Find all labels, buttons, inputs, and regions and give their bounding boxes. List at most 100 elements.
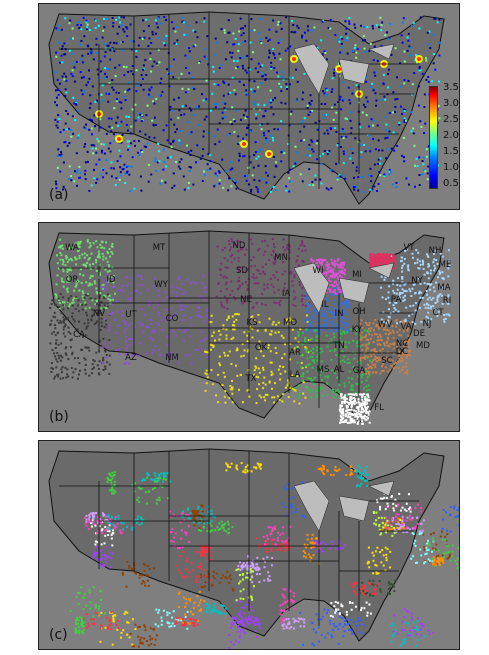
community-dot-florida — [350, 401, 353, 404]
cluster-dot — [171, 527, 174, 530]
community-dot-south_central — [270, 370, 273, 373]
community-dot-south_central — [270, 330, 273, 333]
community-dot-northwest — [95, 291, 98, 294]
cluster-dot — [167, 497, 170, 500]
density-dot — [260, 75, 263, 78]
community-dot-southwest — [203, 320, 206, 323]
community-dot-carolinas — [387, 333, 390, 336]
cluster-dot — [317, 618, 320, 621]
community-dot-michigan — [339, 290, 342, 293]
density-dot — [363, 143, 366, 146]
community-dot-northwest — [100, 307, 103, 310]
density-dot — [336, 178, 339, 181]
density-dot — [173, 98, 176, 101]
colorbar-tick: 2.0 — [443, 130, 459, 141]
density-dot — [244, 40, 247, 43]
density-dot — [141, 150, 144, 153]
cluster-dot — [99, 627, 102, 630]
community-dot-florida — [364, 399, 367, 402]
density-dot — [367, 125, 370, 128]
density-dot — [115, 99, 118, 102]
density-dot — [147, 163, 150, 166]
density-dot — [380, 45, 383, 48]
community-dot-california_nevada — [90, 372, 93, 375]
state-label: OR — [65, 275, 79, 285]
community-dot-california_nevada — [96, 320, 99, 323]
density-dot — [59, 170, 62, 173]
community-dot-california_nevada — [95, 351, 98, 354]
community-dot-southeast — [334, 389, 337, 392]
density-dot — [176, 128, 179, 131]
community-dot-northeast — [382, 311, 385, 314]
community-dot-southwest — [176, 286, 179, 289]
community-dot-florida — [345, 398, 348, 401]
cluster-dot — [166, 611, 169, 614]
density-dot — [396, 144, 399, 147]
community-dot-southwest — [152, 349, 155, 352]
density-dot — [93, 144, 96, 147]
community-dot-plains — [236, 287, 239, 290]
community-dot-plains — [301, 287, 304, 290]
density-dot — [418, 183, 421, 186]
community-dot-ny_pa — [369, 266, 372, 269]
density-dot — [250, 29, 253, 32]
density-dot — [238, 80, 241, 83]
density-dot — [112, 21, 115, 24]
community-dot-california_nevada — [50, 303, 53, 306]
density-dot — [85, 27, 88, 30]
cluster-dot — [222, 605, 225, 608]
cluster-dot — [315, 543, 318, 546]
density-dot — [400, 154, 403, 157]
cluster-dot — [400, 527, 403, 530]
community-dot-michigan — [323, 272, 326, 275]
community-dot-california_nevada — [85, 327, 88, 330]
community-dot-south_central — [251, 327, 254, 330]
cluster-dot — [226, 463, 229, 466]
density-dot — [73, 180, 76, 183]
density-dot — [372, 124, 375, 127]
density-dot — [402, 136, 405, 139]
density-dot — [426, 31, 429, 34]
cluster-dot — [140, 522, 143, 525]
density-dot — [125, 26, 128, 29]
community-dot-midwest_blue — [306, 297, 309, 300]
community-dot-carolinas — [364, 355, 367, 358]
density-dot — [332, 118, 335, 121]
density-dot — [111, 79, 114, 82]
cluster-dot — [383, 526, 386, 529]
community-dot-midwest_blue — [344, 302, 347, 305]
density-dot — [184, 104, 187, 107]
community-dot-california_nevada — [86, 294, 89, 297]
cluster-dot — [239, 580, 242, 583]
community-dot-northwest — [61, 247, 64, 250]
density-dot — [411, 83, 414, 86]
density-dot — [382, 83, 385, 86]
community-dot-midwest_blue — [333, 287, 336, 290]
density-dot — [337, 38, 340, 41]
density-dot — [105, 172, 108, 175]
density-dot — [216, 103, 219, 106]
community-dot-california_nevada — [55, 358, 58, 361]
density-dot — [177, 165, 180, 168]
density-dot — [162, 42, 165, 45]
density-dot — [425, 59, 428, 62]
cluster-dot — [384, 531, 387, 534]
community-dot-southeast — [355, 382, 358, 385]
cluster-dot — [138, 487, 141, 490]
density-dot — [344, 20, 347, 23]
density-dot — [224, 170, 227, 173]
community-dot-california_nevada — [95, 309, 98, 312]
cluster-dot — [137, 486, 140, 489]
density-dot — [69, 37, 72, 40]
cluster-dot — [283, 623, 286, 626]
community-dot-michigan — [336, 259, 339, 262]
density-dot — [272, 19, 275, 22]
community-dot-southeast — [349, 328, 352, 331]
community-dot-northeast — [433, 290, 436, 293]
cluster-dot — [391, 519, 394, 522]
community-dot-plains — [272, 301, 275, 304]
community-dot-southwest — [147, 304, 150, 307]
community-dot-carolinas — [401, 354, 404, 357]
density-dot — [422, 156, 425, 159]
density-dot — [161, 90, 164, 93]
